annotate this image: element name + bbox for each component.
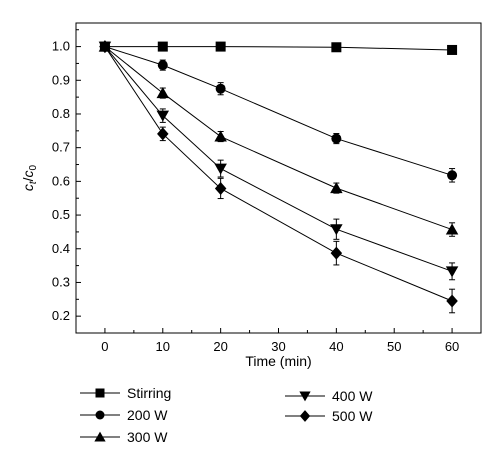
y-tick-label: 1.0: [52, 39, 70, 54]
data-point: [156, 87, 170, 99]
data-point: [446, 294, 458, 308]
data-point: [215, 83, 226, 94]
axis-ticks: 0 10 20 30 40 50 60 0.2 0.3 0.4 0.5 0.6 0.7 0.8 0.9 1.0: [52, 29, 459, 354]
x-tick-label: 20: [213, 339, 227, 354]
y-tick-label: 0.2: [52, 308, 70, 323]
data-point: [214, 181, 227, 195]
legend-item: Stirring: [80, 385, 171, 401]
legend-item: 200 W: [80, 407, 168, 423]
x-tick-label: 30: [271, 339, 285, 354]
x-axis-title: Time (min): [245, 353, 311, 369]
x-tick-label: 40: [329, 339, 343, 354]
y-axis-title-c: c: [20, 184, 36, 191]
data-point: [157, 60, 168, 71]
data-point: [157, 127, 169, 141]
y-tick-label: 0.7: [52, 140, 70, 155]
legend-marker: [299, 391, 311, 402]
series-stirring: [99, 41, 458, 55]
x-tick-label: 10: [156, 339, 170, 354]
series-line: [104, 46, 453, 302]
series-line: [104, 46, 453, 231]
y-tick-label: 0.6: [52, 173, 70, 188]
data-point: [447, 44, 458, 55]
data-point: [331, 42, 342, 53]
series-layer: [98, 40, 459, 314]
x-tick-label: 50: [387, 339, 401, 354]
legend: Stirring 200 W 300 W 400 W 500 W: [80, 385, 373, 445]
y-axis-title-sub-0: 0: [28, 164, 39, 170]
y-axis-title-slash: /: [20, 177, 36, 181]
legend-label: 500 W: [332, 408, 373, 424]
y-axis-title-c0: c: [20, 170, 36, 177]
data-point: [214, 163, 227, 175]
data-point: [330, 246, 343, 260]
y-axis-title-sub-t: t: [28, 180, 39, 184]
y-tick-label: 0.8: [52, 106, 70, 121]
y-tick-label: 0.3: [52, 274, 70, 289]
series-500-w: [99, 40, 458, 314]
legend-marker: [94, 431, 106, 442]
series-200-w: [99, 41, 458, 183]
legend-item: 300 W: [80, 429, 168, 445]
data-point: [447, 170, 458, 181]
x-tick-label: 0: [101, 339, 108, 354]
y-tick-label: 0.9: [52, 72, 70, 87]
y-axis-title: ct/c0: [20, 164, 39, 191]
legend-label: 400 W: [332, 388, 373, 404]
data-point: [214, 130, 227, 142]
data-point: [445, 266, 459, 278]
legend-label: Stirring: [127, 385, 171, 401]
x-tick-label: 60: [445, 339, 459, 354]
y-tick-label: 0.5: [52, 207, 70, 222]
data-point: [99, 40, 111, 54]
data-point: [156, 110, 170, 122]
plot-frame: [75, 22, 482, 334]
legend-label: 300 W: [127, 429, 168, 445]
series-300-w: [98, 40, 459, 237]
data-point: [331, 133, 342, 144]
data-point: [445, 223, 459, 235]
legend-marker: [95, 388, 105, 398]
svg-text:ct/c0: ct/c0: [20, 164, 39, 191]
legend-label: 200 W: [127, 407, 168, 423]
data-point: [330, 182, 343, 194]
data-point: [157, 41, 168, 52]
y-tick-label: 0.4: [52, 241, 70, 256]
data-point: [330, 224, 343, 236]
legend-marker: [299, 410, 311, 422]
legend-item: 500 W: [285, 408, 373, 424]
legend-marker: [95, 410, 105, 420]
data-point: [215, 41, 226, 52]
series-line: [104, 46, 453, 51]
legend-item: 400 W: [285, 388, 373, 404]
